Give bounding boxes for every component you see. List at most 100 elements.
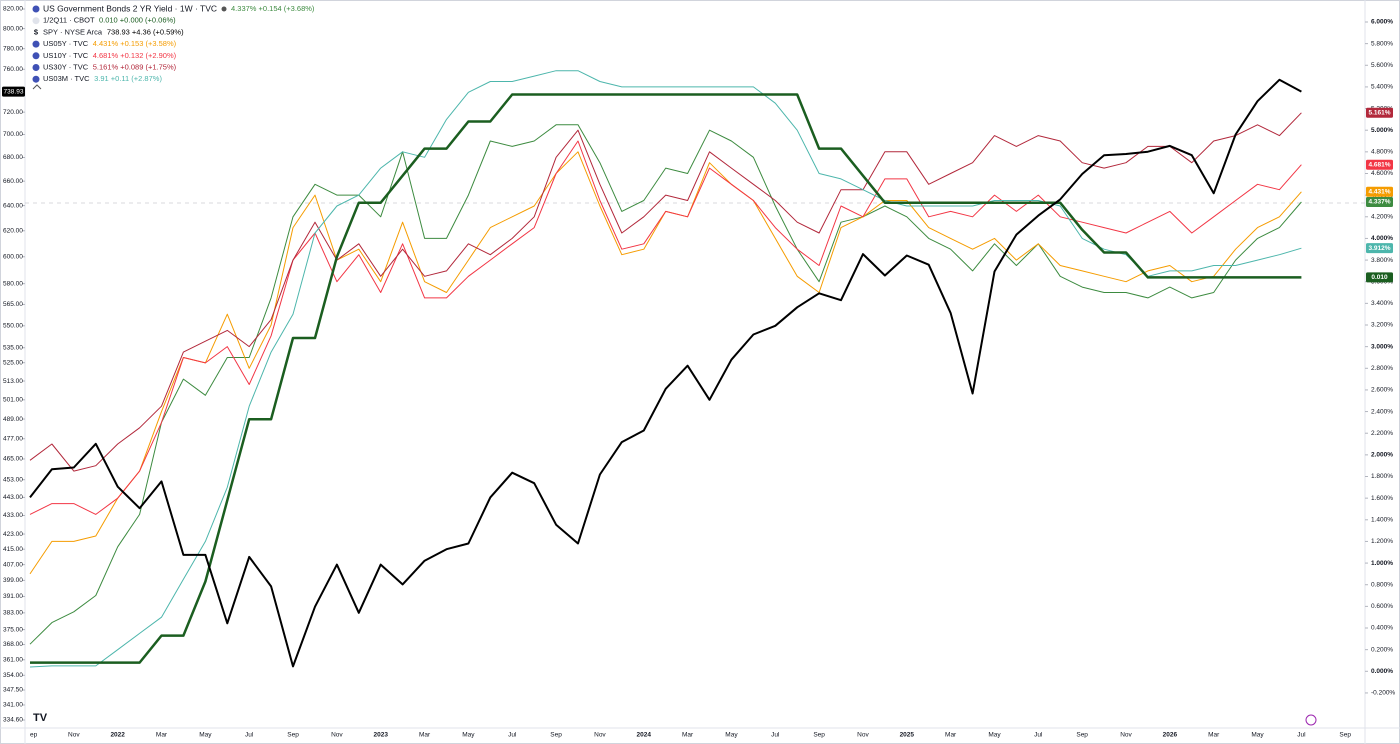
y2-tick-label: 1.200% xyxy=(1371,538,1393,545)
price-tag xyxy=(1366,107,1393,118)
y-tick-label: 489.00 xyxy=(3,416,23,423)
x-tick-label: Mar xyxy=(682,732,694,739)
y-tick-label: 760.00 xyxy=(3,66,23,73)
y2-tick-label: 1.800% xyxy=(1371,473,1393,480)
y-tick-label: 368.00 xyxy=(3,641,23,648)
y2-tick-label: 2.200% xyxy=(1371,430,1393,437)
y-tick-label: 399.00 xyxy=(3,577,23,584)
x-tick-label: Nov xyxy=(331,732,343,739)
x-tick-label: May xyxy=(725,732,738,739)
price-tag xyxy=(1366,186,1393,197)
legend-value: 738.93 +4.36 (+0.59%) xyxy=(107,27,184,36)
y-tick-label: 640.00 xyxy=(3,202,23,209)
alert-icon[interactable] xyxy=(1305,714,1317,726)
y-tick-label: 465.00 xyxy=(3,456,23,463)
y2-tick-label: 5.400% xyxy=(1371,84,1393,91)
series-line xyxy=(29,78,1302,668)
legend-value: 0.010 +0.000 (+0.06%) xyxy=(99,16,176,25)
y-tick-label: 415.00 xyxy=(3,546,23,553)
legend-name: US03M · TVC xyxy=(43,74,90,83)
legend-icon xyxy=(32,40,40,48)
legend-value: 4.337% +0.154 (+3.68%) xyxy=(231,4,315,13)
y2-tick-label: 5.600% xyxy=(1371,62,1393,69)
y-tick-label: 477.00 xyxy=(3,435,23,442)
price-tag-label: 4.337% xyxy=(1368,199,1390,206)
legend-icon xyxy=(32,17,40,25)
price-tag-label: 4.431% xyxy=(1368,189,1390,196)
y-tick-label: 513.00 xyxy=(3,378,23,385)
y-tick-label: 600.00 xyxy=(3,253,23,260)
y2-tick-label: 2.600% xyxy=(1371,387,1393,394)
price-tag xyxy=(1366,159,1393,170)
y2-tick-label: 4.000% xyxy=(1371,235,1393,242)
x-tick-label: Sep xyxy=(1339,732,1351,739)
x-tick-label: Mar xyxy=(1208,732,1220,739)
price-tag-label: 4.681% xyxy=(1368,161,1390,168)
legend-name: SPY · NYSE Arca xyxy=(43,27,103,36)
y-tick-label: 565.00 xyxy=(3,301,23,308)
y2-tick-label: 0.400% xyxy=(1371,625,1393,632)
price-tag xyxy=(1366,196,1393,207)
x-tick-label: 2023 xyxy=(373,732,388,739)
series-line xyxy=(30,93,1302,664)
x-tick-label: Nov xyxy=(857,732,869,739)
y-tick-label: 341.00 xyxy=(3,702,23,709)
y-tick-label: 620.00 xyxy=(3,227,23,234)
x-tick-label: Mar xyxy=(419,732,431,739)
legend-icon xyxy=(32,5,40,13)
y-tick-label: 453.00 xyxy=(3,476,23,483)
y-tick-label: 433.00 xyxy=(3,512,23,519)
series-line xyxy=(29,112,1302,472)
y-tick-label: 820.00 xyxy=(3,6,23,13)
x-tick-label: Nov xyxy=(68,732,80,739)
x-tick-label: May xyxy=(199,732,212,739)
price-tag-label: 3.912% xyxy=(1368,245,1390,252)
logo: TV xyxy=(33,712,48,724)
y2-tick-label: 3.200% xyxy=(1371,322,1393,329)
legend-value: 4.681% +0.132 (+2.90%) xyxy=(93,51,177,60)
y-tick-label: 347.50 xyxy=(3,687,23,694)
x-tick-label: 2025 xyxy=(900,732,915,739)
y2-tick-label: 2.800% xyxy=(1371,365,1393,372)
y2-tick-label: 2.000% xyxy=(1371,452,1393,459)
y-tick-label: 550.00 xyxy=(3,323,23,330)
y2-tick-label: 3.000% xyxy=(1371,343,1393,350)
y2-tick-label: 2.400% xyxy=(1371,408,1393,415)
x-tick-label: Sep xyxy=(287,732,299,739)
y-tick-label: 720.00 xyxy=(3,109,23,116)
y2-tick-label: 0.000% xyxy=(1371,668,1393,675)
x-tick-label: Jul xyxy=(1034,732,1043,739)
x-tick-label: Nov xyxy=(594,732,606,739)
y-tick-label: 660.00 xyxy=(3,178,23,185)
x-tick-label: 2024 xyxy=(637,732,652,739)
series-line xyxy=(29,124,1302,645)
x-tick-label: Sep xyxy=(550,732,562,739)
x-tick-label: Jul xyxy=(771,732,780,739)
y-tick-label: 443.00 xyxy=(3,494,23,501)
y-tick-label: 383.00 xyxy=(3,610,23,617)
collapse-button[interactable] xyxy=(32,84,42,90)
legend-value: 5.161% +0.089 (+1.75%) xyxy=(93,62,177,71)
y-tick-label: 535.00 xyxy=(3,344,23,351)
legend-eye xyxy=(221,6,227,12)
price-tag-label: 0.010 xyxy=(1371,274,1388,281)
y2-tick-label: 1.400% xyxy=(1371,517,1393,524)
y2-tick-label: 0.600% xyxy=(1371,603,1393,610)
series-line xyxy=(29,140,1302,515)
legend-icon xyxy=(32,52,40,60)
y2-tick-label: 1.600% xyxy=(1371,495,1393,502)
y-tick-label: 700.00 xyxy=(3,131,23,138)
x-tick-label: Mar xyxy=(945,732,957,739)
legend-name: US Government Bonds 2 YR Yield · 1W · TV… xyxy=(43,3,217,13)
legend-symbol: $ xyxy=(34,27,39,36)
price-tag xyxy=(1366,272,1393,283)
y2-tick-label: 4.200% xyxy=(1371,213,1393,220)
x-tick-label: May xyxy=(462,732,475,739)
y2-tick-label: 6.000% xyxy=(1371,19,1393,26)
legend-name: US30Y · TVC xyxy=(43,62,89,71)
y2-tick-label: 3.400% xyxy=(1371,300,1393,307)
price-tag-label: 5.161% xyxy=(1368,110,1390,117)
plot xyxy=(29,70,1302,668)
y2-tick-label: 4.800% xyxy=(1371,149,1393,156)
